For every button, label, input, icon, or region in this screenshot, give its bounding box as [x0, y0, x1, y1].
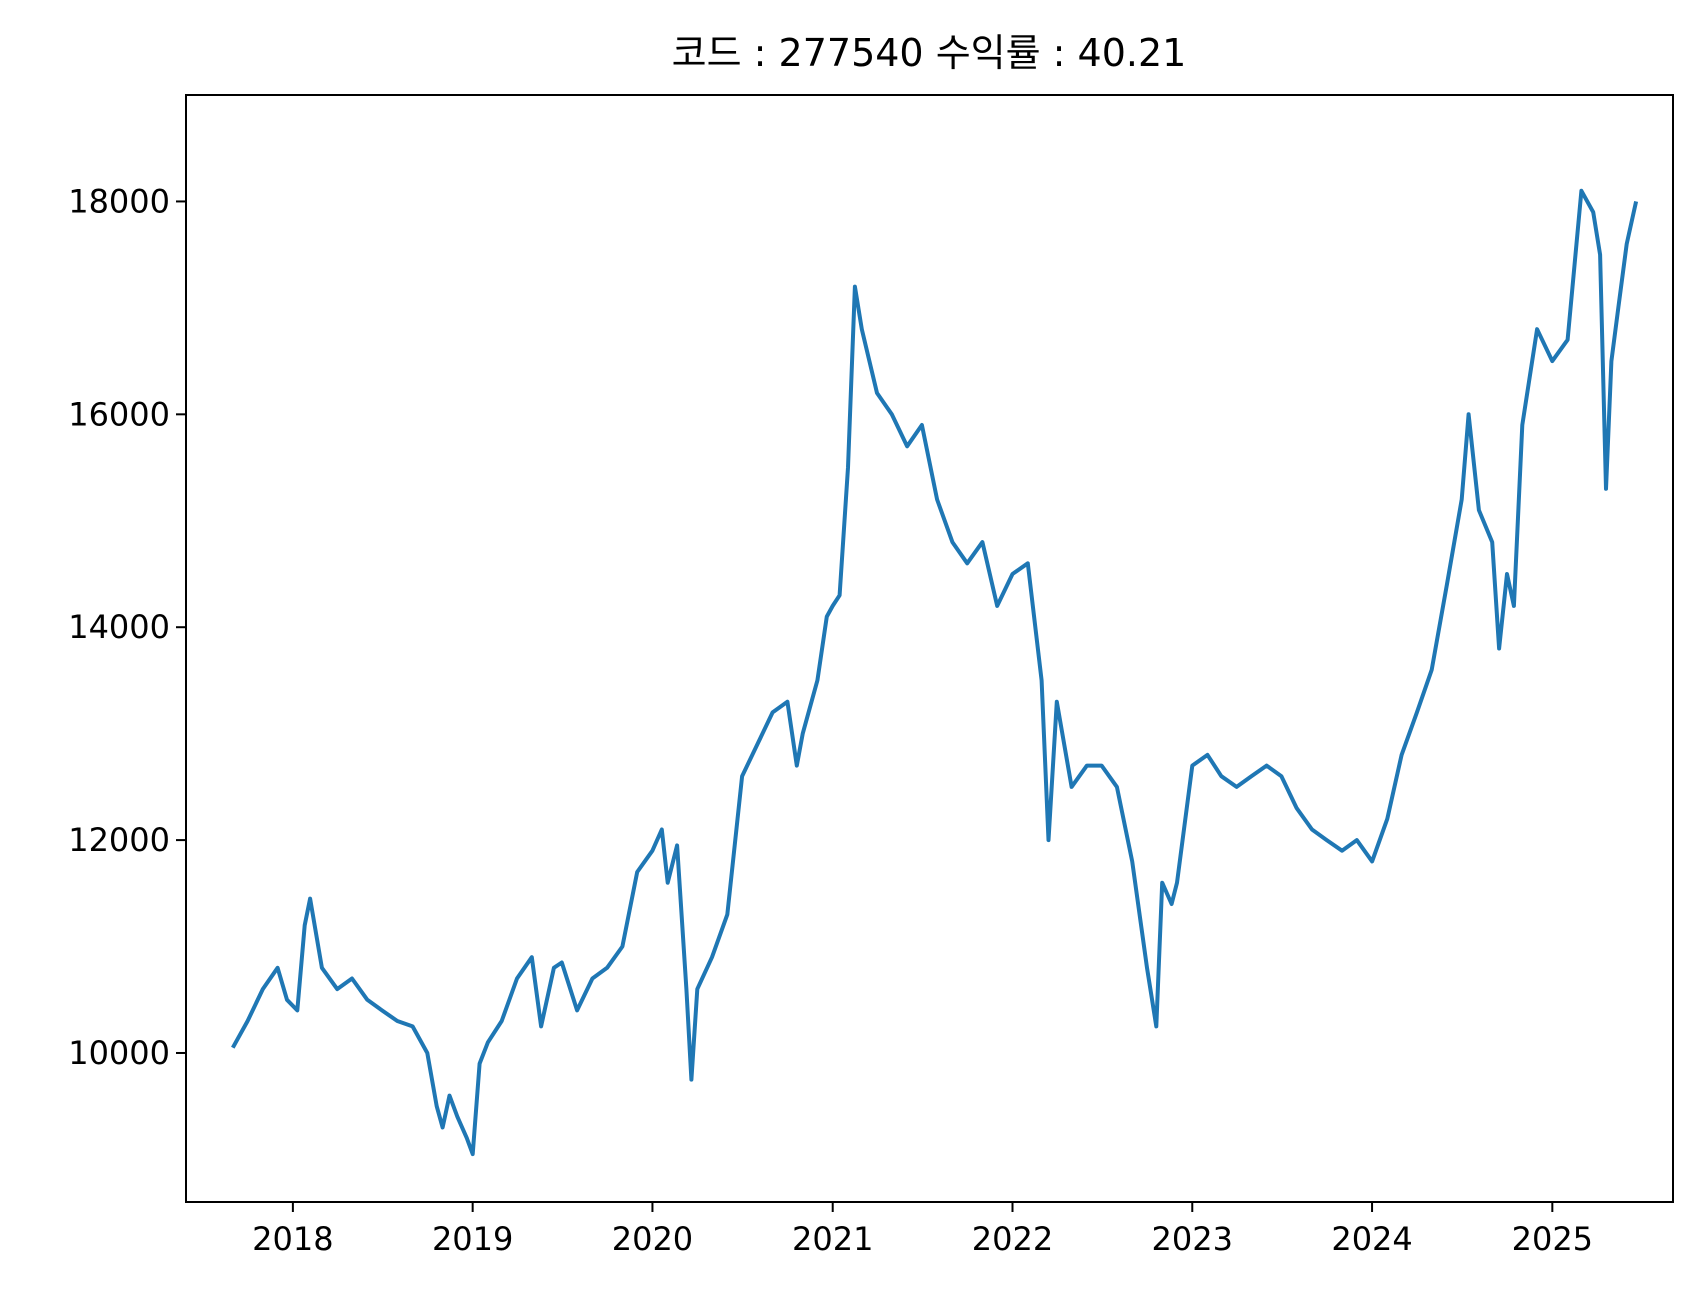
x-tick-label-0: 2018: [252, 1220, 333, 1258]
x-tick-label-2: 2020: [612, 1220, 693, 1258]
x-tick-label-7: 2025: [1512, 1220, 1593, 1258]
plot-area: [231, 188, 1639, 1157]
y-tick-label-3: 16000: [68, 395, 170, 433]
x-tick-label-3: 2021: [792, 1220, 873, 1258]
axes-frame: [185, 94, 1674, 1203]
y-axis: 10000 12000 14000 16000 18000: [68, 182, 186, 1072]
x-tick-label-6: 2024: [1331, 1220, 1412, 1258]
y-tick-label-0: 10000: [68, 1034, 170, 1072]
y-tick-label-1: 12000: [68, 821, 170, 859]
y-tick-label-2: 14000: [68, 608, 170, 646]
series-line-0: [231, 188, 1639, 1157]
x-axis: 2018 2019 2020 2021 2022 2023 2024 2025: [252, 1202, 1593, 1258]
x-tick-label-5: 2023: [1152, 1220, 1233, 1258]
x-tick-label-4: 2022: [972, 1220, 1053, 1258]
chart-title: 코드 : 277540 수익률 : 40.21: [672, 31, 1187, 75]
y-tick-label-4: 18000: [68, 182, 170, 220]
x-tick-label-1: 2019: [432, 1220, 513, 1258]
